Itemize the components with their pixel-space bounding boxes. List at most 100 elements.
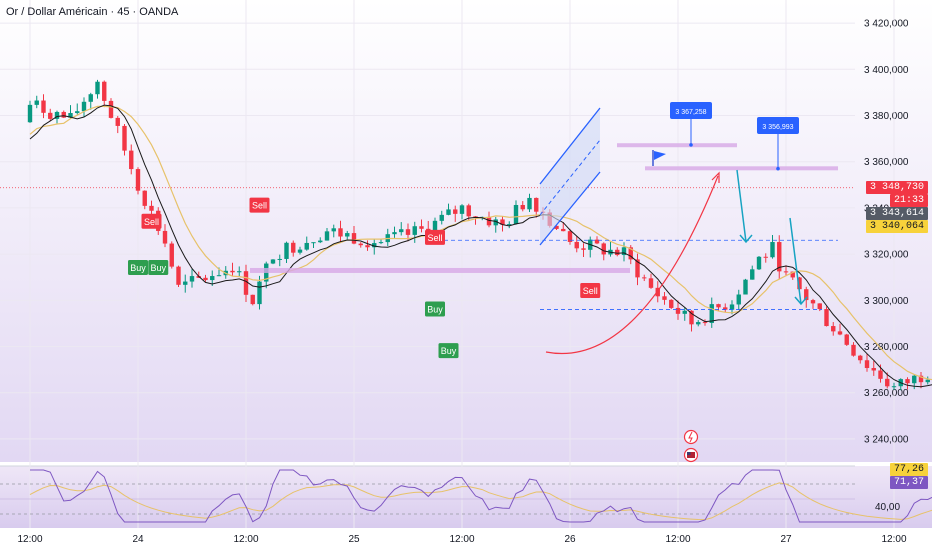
candle-body (237, 271, 242, 273)
buy-signal-label: Buy (130, 263, 146, 273)
sell-signal-box (580, 283, 601, 299)
candle-body (844, 334, 849, 345)
callout-label: 3 367,258 (675, 109, 706, 116)
indicator-tag-upper: 77,26 (889, 463, 928, 476)
indicator-tag-rsi: 71,37 (889, 476, 928, 489)
candle-body (54, 111, 60, 119)
candle-body (507, 224, 512, 226)
candle-body (351, 233, 357, 244)
callout-anchor (689, 143, 693, 147)
candle-body (291, 242, 296, 253)
candle-body (203, 277, 208, 281)
candle-body (324, 231, 330, 241)
time-axis-background (0, 528, 932, 550)
level-tag-a: 3 343,614 (865, 207, 928, 220)
candle-body (405, 229, 411, 235)
candle-body (527, 197, 532, 210)
candle-body (345, 233, 350, 237)
candle-body (689, 310, 694, 325)
candle-body (473, 216, 478, 218)
candle-body (250, 294, 255, 305)
y-tick-label: 3 300,000 (864, 296, 909, 307)
sell-signal-box (249, 197, 270, 213)
callout-box (757, 117, 799, 134)
y-tick-label: 3 380,000 (864, 111, 909, 122)
callout-box (670, 102, 712, 119)
channel-line-lower (539, 171, 601, 246)
candle-body (567, 231, 573, 242)
candle-body (338, 228, 343, 237)
candle-body (331, 228, 336, 232)
candle-body (162, 230, 168, 244)
ma-line-yellow (29, 105, 932, 381)
candle-body (419, 226, 424, 229)
x-tick-label: 24 (132, 534, 144, 545)
candle-body (783, 271, 789, 273)
candle-body (412, 226, 417, 235)
candle-body (169, 243, 174, 267)
candle-body (905, 379, 910, 384)
candle-body (230, 270, 235, 273)
buy-signal-label: Buy (441, 346, 457, 356)
candle-body (142, 190, 147, 206)
candle-body (459, 205, 465, 214)
x-tick-label: 12:00 (449, 534, 474, 545)
candle-body (615, 249, 620, 256)
candle-body (682, 310, 687, 314)
candle-body (75, 111, 80, 114)
candle-body (311, 242, 316, 244)
candle-body (621, 247, 627, 256)
candle-body (149, 205, 154, 211)
y-tick-label: 3 320,000 (864, 250, 909, 261)
candle-body (581, 248, 586, 250)
sell-signal-box (141, 213, 162, 229)
candle-body (135, 169, 141, 191)
candle-body (885, 378, 890, 387)
indicator-background (0, 466, 932, 528)
projection-curve (545, 175, 719, 354)
resistance-zone-upper (617, 143, 737, 148)
candle-body (797, 277, 802, 290)
last-price-tag: 3 348,730 (865, 181, 928, 194)
candle-body (871, 368, 876, 371)
buy-signal-box (128, 259, 148, 275)
candle-body (432, 220, 438, 235)
candle-body (500, 219, 505, 225)
candle-body (183, 281, 188, 285)
indicator-signal-line (29, 482, 932, 521)
candle-body (723, 307, 728, 310)
chart-title: Or / Dollar Américain · 45 · OANDA (6, 6, 179, 18)
support-zone (250, 267, 630, 273)
candle-body (61, 111, 66, 118)
candle-body (486, 216, 492, 226)
candle-body (810, 300, 816, 304)
candle-body (561, 228, 566, 232)
candle-body (189, 276, 195, 282)
candle-body (594, 239, 600, 244)
candle-body (918, 375, 924, 383)
candle-body (108, 100, 114, 118)
candle-body (372, 243, 377, 248)
candle-body (102, 81, 107, 101)
callout-label: 3 356,993 (762, 124, 793, 131)
drop-arrow-2 (789, 217, 802, 305)
candle-body (277, 258, 282, 260)
candle-body (817, 303, 822, 310)
callout-anchor (776, 166, 780, 171)
candle-body (777, 242, 782, 272)
countdown-tag: 21:33 (889, 194, 928, 207)
candle-body (392, 232, 397, 235)
candle-body (520, 204, 525, 210)
candle-body (864, 360, 870, 369)
candle-body (878, 370, 883, 379)
y-tick-label: 3 360,000 (864, 157, 909, 168)
flag-icon (654, 151, 666, 160)
candle-body (824, 309, 829, 327)
buy-signal-box (438, 343, 459, 359)
candle-body (675, 307, 681, 314)
candle-body (642, 277, 647, 279)
candle-body (270, 259, 276, 264)
candle-body (925, 379, 930, 383)
